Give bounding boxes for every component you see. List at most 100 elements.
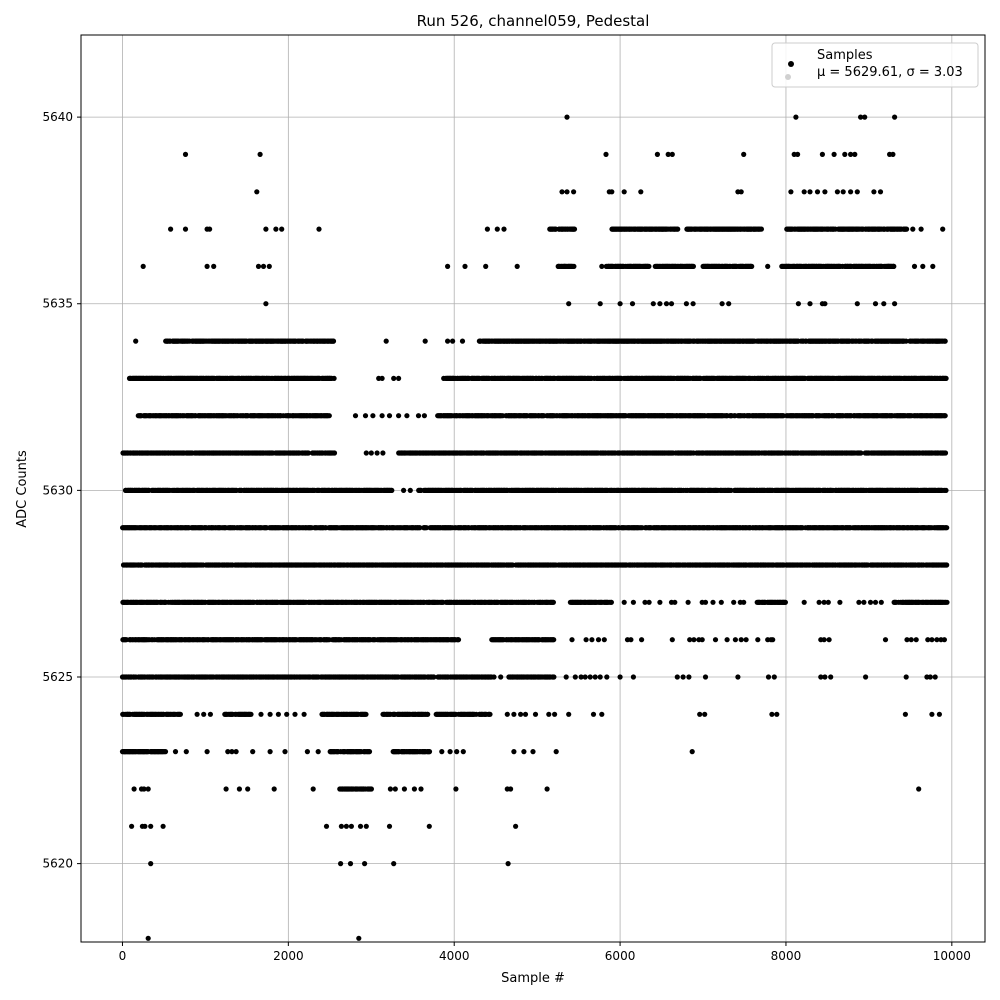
data-point: [807, 301, 813, 307]
data-point: [380, 450, 386, 456]
data-point: [903, 338, 909, 344]
data-point: [840, 189, 846, 195]
data-point: [942, 450, 949, 456]
data-point: [331, 450, 338, 456]
data-point: [597, 301, 603, 307]
data-point: [389, 487, 395, 493]
data-point: [834, 189, 841, 195]
data-point: [316, 226, 322, 232]
data-point: [650, 301, 656, 307]
data-point: [379, 375, 385, 381]
data-point: [690, 301, 696, 307]
data-point: [854, 189, 860, 195]
data-point: [386, 413, 393, 419]
data-point: [646, 263, 652, 269]
data-point: [822, 301, 828, 307]
data-point: [807, 189, 813, 195]
data-point: [133, 338, 139, 344]
data-point: [501, 226, 507, 232]
data-point: [207, 226, 213, 232]
data-point: [263, 226, 269, 232]
data-point: [257, 151, 263, 157]
data-point: [943, 375, 949, 381]
data-point: [892, 301, 898, 307]
data-point: [858, 114, 864, 120]
data-point: [814, 189, 821, 195]
data-point: [765, 263, 771, 269]
data-point: [665, 151, 671, 157]
data-point: [822, 189, 828, 195]
data-point: [415, 413, 422, 419]
data-point: [854, 301, 860, 307]
data-point: [872, 301, 879, 307]
data-point: [668, 301, 675, 307]
data-point: [599, 263, 605, 269]
data-point: [254, 189, 260, 195]
data-point: [801, 189, 807, 195]
data-point: [407, 487, 413, 493]
data-point: [255, 263, 262, 269]
data-point: [904, 226, 910, 232]
data-point: [483, 263, 489, 269]
data-point: [331, 375, 337, 381]
data-point: [920, 263, 926, 269]
data-point: [795, 301, 802, 307]
data-point: [663, 301, 670, 307]
data-point: [140, 263, 146, 269]
data-point: [421, 413, 427, 419]
data-point: [564, 189, 570, 195]
data-point: [942, 338, 948, 344]
data-point: [168, 226, 174, 232]
data-point: [401, 487, 407, 493]
data-point: [445, 263, 451, 269]
data-point: [918, 226, 924, 232]
data-point: [940, 226, 946, 232]
data-point: [396, 375, 402, 381]
data-point: [654, 151, 661, 157]
data-point: [404, 413, 410, 419]
data-point: [450, 338, 456, 344]
data-points: [119, 114, 950, 941]
data-point: [462, 263, 468, 269]
data-point: [621, 189, 627, 195]
data-point: [182, 151, 189, 157]
data-point: [910, 226, 916, 232]
data-point: [459, 338, 466, 344]
data-point: [871, 189, 877, 195]
data-point: [793, 114, 799, 120]
data-point: [603, 151, 609, 157]
data-point: [891, 263, 897, 269]
data-point: [795, 151, 801, 157]
data-point: [571, 263, 577, 269]
data-point: [930, 263, 936, 269]
data-point: [852, 151, 858, 157]
data-point: [749, 263, 755, 269]
data-point: [445, 338, 451, 344]
data-point: [942, 413, 948, 419]
data-point: [182, 226, 189, 232]
data-point: [211, 263, 217, 269]
data-point: [263, 301, 269, 307]
data-point: [892, 114, 898, 120]
data-point: [571, 189, 577, 195]
data-point: [726, 301, 732, 307]
data-point: [741, 151, 747, 157]
data-point: [819, 151, 826, 157]
data-point: [683, 301, 690, 307]
data-point: [675, 226, 681, 232]
data-point: [943, 487, 949, 493]
data-point: [559, 189, 565, 195]
data-point: [260, 263, 267, 269]
data-point: [877, 189, 884, 195]
data-point: [788, 189, 794, 195]
data-point: [638, 189, 644, 195]
data-point: [758, 226, 765, 232]
data-point: [890, 151, 896, 157]
data-point: [330, 338, 337, 344]
data-point: [368, 450, 374, 456]
data-point: [374, 450, 380, 456]
data-point: [514, 263, 520, 269]
data-point: [273, 226, 279, 232]
